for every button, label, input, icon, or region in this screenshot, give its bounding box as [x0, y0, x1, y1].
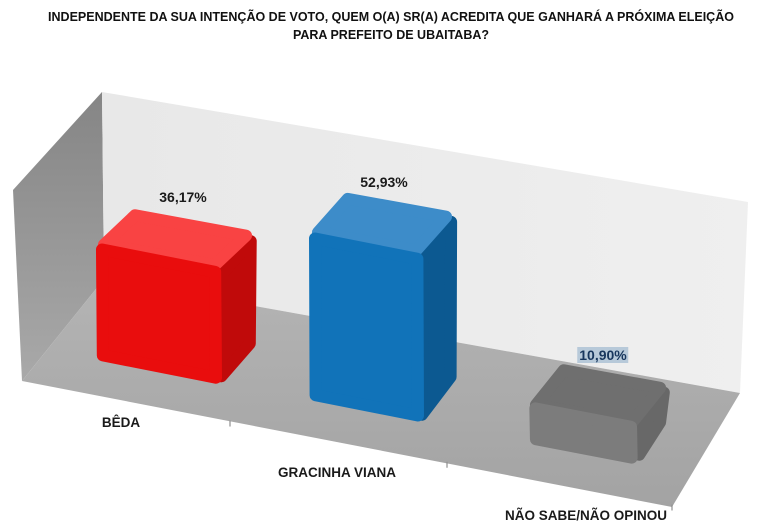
value-label-gracinha-viana-text: 52,93%: [360, 174, 408, 190]
bar-gracinha-viana: [309, 192, 458, 422]
chart-title: INDEPENDENTE DA SUA INTENÇÃO DE VOTO, QU…: [41, 8, 741, 44]
value-label-nao-sabe-text: 10,90%: [577, 347, 629, 363]
category-label-nao-sabe: NÃO SABE/NÃO OPINOU: [504, 508, 668, 523]
bar-nao-sabe-nao-opinou: [529, 364, 670, 464]
category-label-beda: BÊDA: [101, 415, 141, 430]
value-label-nao-sabe: 10,90%: [577, 347, 629, 363]
bars-group: [95, 192, 670, 464]
category-label-gracinha-viana: GRACINHA VIANA: [278, 465, 396, 480]
value-label-beda-text: 36,17%: [159, 189, 207, 205]
value-label-beda: 36,17%: [157, 189, 208, 205]
value-label-gracinha-viana: 52,93%: [358, 174, 409, 190]
chart-title-line1: INDEPENDENTE DA SUA INTENÇÃO DE VOTO, QU…: [48, 10, 734, 24]
bar-beda: [95, 209, 257, 384]
chart-title-line2: PARA PREFEITO DE UBAITABA?: [292, 28, 490, 42]
